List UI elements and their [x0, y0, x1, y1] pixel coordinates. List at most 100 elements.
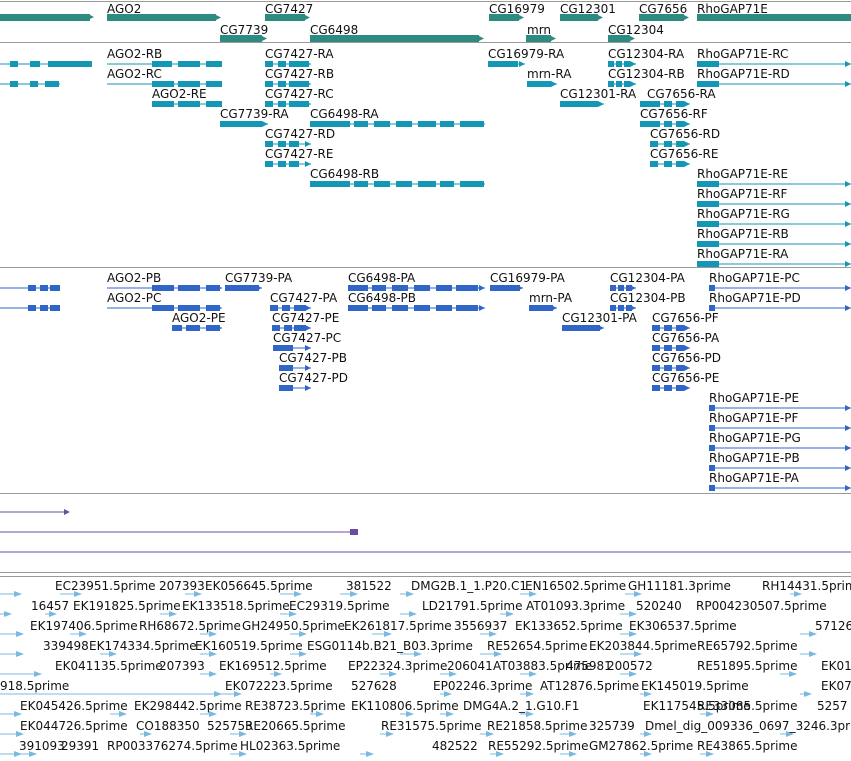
transcript-exon[interactable]: [418, 121, 436, 127]
est-feature[interactable]: [209, 631, 217, 637]
gene-label[interactable]: CG7427: [265, 2, 314, 16]
est-label[interactable]: ESG0114b.B21_B03.3prime: [307, 639, 473, 653]
protein-label[interactable]: CG7427-PB: [279, 351, 348, 365]
transcript-exon[interactable]: [664, 101, 672, 107]
protein-label[interactable]: CG6498-PB: [348, 291, 417, 305]
protein-exon[interactable]: [664, 325, 672, 331]
transcript-exon[interactable]: [624, 81, 630, 87]
transcript-exon[interactable]: [206, 81, 222, 87]
transcript-exon[interactable]: [697, 181, 719, 187]
protein-label[interactable]: RhoGAP71E-PF: [709, 411, 799, 425]
est-label[interactable]: LD21791.5prime: [422, 599, 523, 613]
est-feature[interactable]: [29, 751, 37, 757]
protein-exon[interactable]: [279, 385, 293, 391]
protein-label[interactable]: CG7427-PA: [270, 291, 338, 305]
protein-label[interactable]: CG12304-PA: [610, 271, 685, 285]
gene-label[interactable]: mrn: [527, 23, 552, 37]
est-label[interactable]: EK110806.5prime: [351, 699, 459, 713]
protein-exon[interactable]: [610, 285, 616, 291]
protein-exon[interactable]: [206, 325, 220, 331]
est-label[interactable]: DMG2B.1_1.P20.C1: [411, 579, 527, 593]
transcript-exon[interactable]: [697, 221, 719, 227]
transcript-exon[interactable]: [289, 141, 299, 147]
transcript-label[interactable]: AGO2-RE: [152, 87, 207, 101]
transcript-exon[interactable]: [178, 81, 200, 87]
est-feature[interactable]: [299, 631, 307, 637]
est-feature[interactable]: [209, 671, 217, 677]
protein-exon[interactable]: [709, 445, 715, 451]
est-label[interactable]: RP003376274.5prime: [107, 739, 238, 753]
gene-label[interactable]: CG12304: [608, 23, 664, 37]
protein-exon[interactable]: [348, 285, 368, 291]
transcript-label[interactable]: CG6498-RB: [310, 167, 380, 181]
transcript-exon[interactable]: [265, 141, 273, 147]
est-feature[interactable]: [809, 631, 817, 637]
est-feature[interactable]: [706, 751, 714, 757]
transcript-label[interactable]: AGO2-RB: [107, 47, 163, 61]
est-feature[interactable]: [366, 751, 374, 757]
est-label[interactable]: 482522: [432, 739, 478, 753]
transcript-label[interactable]: RhoGAP71E-RA: [697, 247, 789, 261]
transcript-label[interactable]: CG12304-RA: [608, 47, 685, 61]
est-label[interactable]: EN16502.5prime: [525, 579, 627, 593]
est-feature[interactable]: [209, 651, 217, 657]
transcript-exon[interactable]: [178, 101, 200, 107]
est-feature[interactable]: [706, 711, 714, 717]
transcript-exon[interactable]: [265, 161, 273, 167]
protein-label[interactable]: CG16979-PA: [490, 271, 565, 285]
transcript-exon[interactable]: [278, 161, 286, 167]
transcript-exon[interactable]: [697, 261, 719, 267]
gene-feature[interactable]: [0, 14, 90, 21]
transcript-exon[interactable]: [418, 181, 436, 187]
est-feature[interactable]: [489, 631, 497, 637]
est-label[interactable]: EK044726.5prime: [20, 719, 128, 733]
est-feature[interactable]: [16, 651, 24, 657]
transcript-exon[interactable]: [608, 61, 614, 67]
protein-exon[interactable]: [618, 285, 624, 291]
transcript-partial-exon[interactable]: [30, 81, 38, 87]
transcript-exon[interactable]: [560, 101, 598, 107]
est-feature[interactable]: [289, 611, 297, 617]
transcript-partial-exon[interactable]: [45, 81, 59, 87]
transcript-exon[interactable]: [374, 121, 390, 127]
protein-exon[interactable]: [206, 285, 220, 291]
gene-feature[interactable]: [265, 14, 305, 21]
transcript-exon[interactable]: [289, 61, 309, 67]
protein-exon[interactable]: [273, 345, 293, 351]
transcript-exon[interactable]: [664, 121, 672, 127]
est-feature[interactable]: [634, 651, 642, 657]
est-feature[interactable]: [406, 711, 414, 717]
est-label[interactable]: DMG4A.2_1.G10.F1: [463, 699, 580, 713]
transcript-exon[interactable]: [460, 181, 484, 187]
est-label[interactable]: EK191825.5prime: [73, 599, 181, 613]
insertion-block[interactable]: [350, 529, 358, 535]
transcript-exon[interactable]: [289, 161, 299, 167]
transcript-label[interactable]: CG7656-RF: [640, 107, 708, 121]
gene-feature[interactable]: [489, 14, 519, 21]
est-label[interactable]: EP22324.3prime: [348, 659, 448, 673]
transcript-label[interactable]: RhoGAP71E-RB: [697, 227, 789, 241]
transcript-partial-exon[interactable]: [48, 61, 60, 67]
transcript-exon[interactable]: [608, 81, 614, 87]
est-label[interactable]: EK174334.5prime: [89, 639, 197, 653]
transcript-partial-exon[interactable]: [10, 81, 18, 87]
transcript-label[interactable]: RhoGAP71E-RG: [697, 207, 790, 221]
est-feature[interactable]: [316, 711, 324, 717]
protein-exon[interactable]: [178, 285, 200, 291]
gene-feature[interactable]: [526, 35, 551, 42]
protein-exon[interactable]: [294, 325, 306, 331]
transcript-partial-exon[interactable]: [55, 61, 92, 67]
transcript-exon[interactable]: [206, 61, 222, 67]
transcript-label[interactable]: CG12304-RB: [608, 67, 685, 81]
protein-exon[interactable]: [279, 365, 293, 371]
est-feature[interactable]: [794, 591, 802, 597]
est-label[interactable]: 3556937: [454, 619, 508, 633]
protein-exon[interactable]: [225, 285, 259, 291]
transcript-exon[interactable]: [650, 161, 658, 167]
est-feature[interactable]: [214, 691, 222, 697]
est-feature[interactable]: [486, 731, 494, 737]
protein-exon[interactable]: [652, 385, 660, 391]
transcript-exon[interactable]: [152, 101, 174, 107]
protein-exon[interactable]: [456, 285, 478, 291]
transcript-label[interactable]: CG7427-RB: [265, 67, 335, 81]
